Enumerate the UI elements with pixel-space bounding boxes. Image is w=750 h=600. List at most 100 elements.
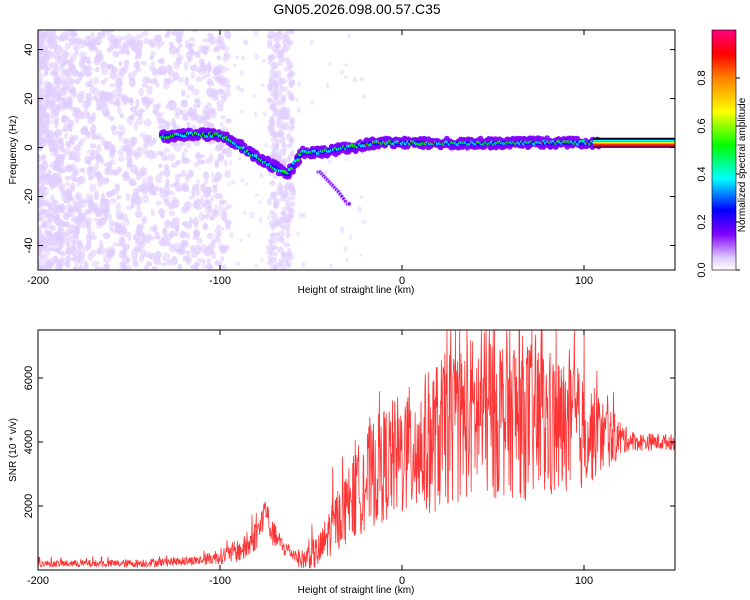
spectrogram-cell	[244, 40, 249, 46]
spectrogram-cell	[279, 148, 287, 157]
spectrogram-cell	[109, 83, 117, 88]
spectrogram-cell	[107, 213, 113, 223]
spectrogram-cell	[185, 250, 190, 258]
spectrogram-cell	[266, 197, 272, 206]
spectrogram-cell	[221, 93, 228, 103]
spectrogram-cell	[284, 258, 290, 267]
spectrogram-cell	[267, 56, 273, 63]
spectrogram-cell	[54, 114, 60, 123]
spectrogram-cell	[281, 105, 287, 114]
spectrogram-cell	[86, 149, 95, 156]
spectrogram-cell	[85, 112, 92, 118]
spectrogram-cell	[101, 68, 109, 76]
spectrogram-cell	[310, 100, 315, 105]
spectrogram-cell	[38, 175, 44, 181]
spectrogram-cell	[135, 34, 143, 40]
spectrogram-cell	[265, 250, 273, 255]
spectrogram-cell	[206, 232, 215, 239]
spectrogram-cell	[211, 107, 216, 114]
spectrogram-cell	[43, 249, 50, 260]
spectrogram-cell	[212, 75, 220, 80]
x-tick-label: 100	[575, 275, 593, 287]
spectrogram-cell	[235, 261, 241, 267]
spectrogram-cell	[68, 64, 75, 71]
spectrogram-cell	[201, 264, 207, 269]
spectrogram-cell	[199, 61, 205, 68]
spectrogram-cell	[102, 264, 109, 270]
spectrogram-cell	[253, 30, 259, 37]
spectrogram-cell	[141, 216, 148, 224]
x-tick-label: -100	[209, 275, 231, 287]
spectrogram-cell	[87, 40, 94, 49]
spectrogram-cell	[46, 119, 52, 126]
spectrogram-cell	[187, 84, 195, 92]
spectrogram-cell	[154, 231, 160, 240]
spectrogram-cell	[279, 77, 288, 85]
spectrogram-cell	[100, 158, 105, 165]
spectrogram-cell	[126, 264, 132, 270]
spectrogram-cell	[99, 61, 108, 68]
spectrogram-band-strip	[593, 138, 675, 141]
chart-title: GN05.2026.098.00.57.C35	[273, 1, 441, 17]
spectrogram-cell	[106, 46, 112, 53]
spectrogram-cell	[94, 161, 100, 172]
snr-y-label: SNR (10 * v/v)	[8, 418, 19, 482]
spectrogram-cell	[64, 58, 71, 65]
spectrogram-cell	[117, 156, 126, 163]
spectrogram-cell	[51, 142, 59, 153]
spectrogram-cell	[122, 138, 131, 145]
spectrogram-cell	[221, 264, 228, 270]
spectrogram-cell	[111, 89, 118, 99]
spectrogram-cell	[138, 113, 143, 119]
spectrogram-cell	[218, 156, 224, 162]
spectrogram-cell	[47, 169, 52, 178]
spectrogram-cell	[348, 234, 353, 241]
spectrogram-cell	[54, 166, 60, 171]
spectrogram-cell	[301, 261, 306, 269]
spectrogram-cell	[279, 223, 284, 229]
spectrogram-cell	[103, 77, 109, 82]
spectrogram-cell	[130, 252, 139, 258]
spectrogram-cell	[220, 255, 225, 262]
spectrogram-cell	[146, 85, 153, 96]
spectrogram-cell	[70, 182, 76, 192]
spectrogram-cell	[38, 137, 44, 144]
spectrogram-cell	[141, 30, 149, 37]
spectrogram-cell	[100, 136, 105, 146]
spectrogram-cell	[196, 160, 205, 165]
spectrogram-cell	[134, 210, 143, 218]
spectrogram-cell	[163, 164, 170, 171]
spectrogram-cell	[202, 223, 209, 231]
spectrogram-cell	[272, 237, 277, 244]
spectrogram-cell	[290, 70, 296, 77]
spectrogram-cell	[286, 143, 293, 149]
spectrogram-cell	[52, 215, 60, 225]
spectrogram-cell	[224, 206, 230, 211]
spectrogram-cell	[47, 230, 53, 237]
spectrogram-cell	[64, 42, 72, 50]
spectrogram-cell	[272, 252, 279, 257]
spectrogram-cell	[276, 237, 282, 243]
spectrogram-cell	[139, 166, 148, 176]
spectrogram-cell	[295, 97, 299, 102]
spectrogram-cell	[56, 104, 61, 112]
spectrogram-cell	[43, 175, 51, 184]
spectrogram-cell	[38, 231, 42, 236]
spectrogram-cell	[114, 183, 121, 191]
spectrogram-cell	[203, 50, 207, 55]
spectrogram-cell	[85, 209, 91, 215]
spectrogram-cell	[147, 149, 155, 160]
spectrogram-cell	[93, 190, 100, 201]
spectrogram-cell	[102, 216, 108, 222]
spectrogram-band-strip	[593, 146, 675, 148]
spectrogram-cell	[89, 84, 96, 94]
spectrogram-cell	[141, 83, 149, 88]
spectrogram-cell	[232, 63, 237, 68]
spectrogram-cell	[61, 80, 68, 91]
spectrogram-cell	[203, 221, 208, 228]
spectrogram-cell	[122, 64, 129, 73]
spectrogram-cell	[327, 159, 333, 164]
spectrogram-cell	[189, 64, 198, 72]
spectrogram-cell	[59, 141, 65, 149]
spectrogram-cell	[269, 264, 277, 270]
